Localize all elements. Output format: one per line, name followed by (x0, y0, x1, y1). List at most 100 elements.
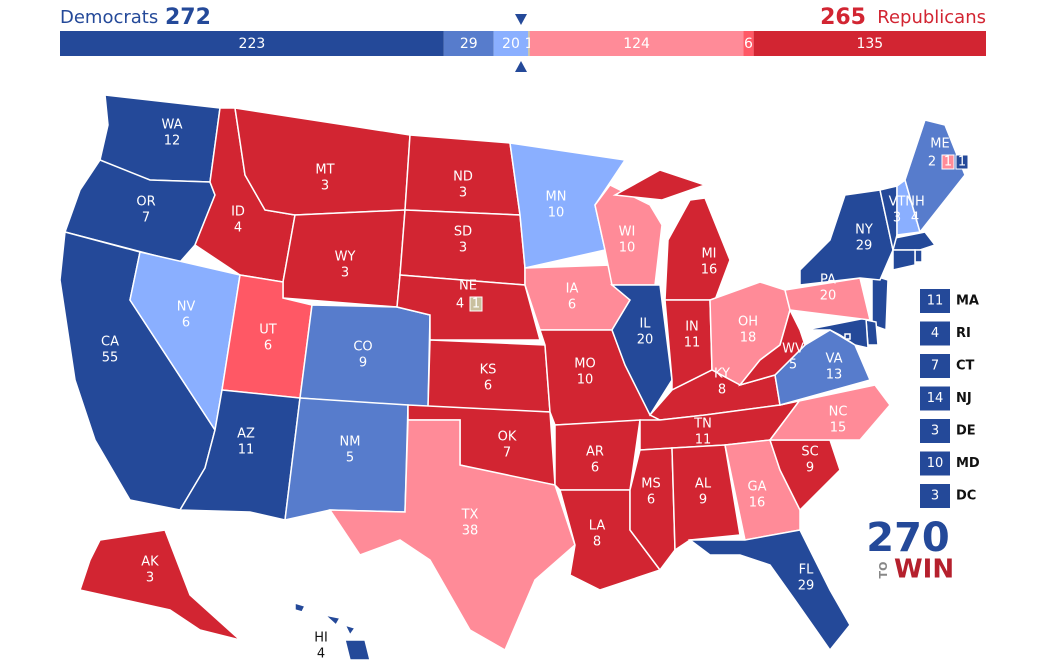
state-abbr: WA (161, 118, 182, 133)
small-state-abbr: MD (956, 456, 980, 471)
state-abbr: MO (574, 357, 595, 372)
state (799, 189, 894, 286)
state-ev: 3 (459, 241, 467, 256)
state-ev: 11 (695, 433, 712, 448)
bar-segment-label: 20 (502, 36, 520, 52)
state-abbr: KY (714, 367, 730, 382)
district-box (469, 296, 483, 312)
state-abbr: VA (826, 352, 843, 367)
state-abbr: PA (820, 273, 836, 288)
state-abbr: IN (685, 320, 699, 335)
state (343, 623, 357, 637)
small-state-ev: 3 (931, 424, 939, 439)
small-state-box (920, 386, 950, 411)
small-state-box (920, 289, 950, 313)
state-abbr: ME (930, 137, 949, 152)
state (664, 197, 731, 301)
state-abbr: AZ (237, 427, 255, 442)
state-ev: 8 (593, 535, 601, 550)
state-ev: 7 (142, 211, 150, 226)
logo-to: TO (877, 562, 890, 579)
state (234, 107, 411, 216)
state-ev: 29 (856, 239, 873, 254)
state-ev: 55 (102, 351, 119, 366)
state-ev: 3 (146, 571, 154, 586)
state-ev: 9 (806, 461, 814, 476)
state-ev: 20 (820, 289, 837, 304)
state-ev: 38 (462, 524, 479, 539)
state-abbr: TX (461, 508, 479, 523)
state (737, 307, 806, 387)
midpoint-marker (515, 61, 527, 72)
state-ev: 16 (701, 263, 718, 278)
state-abbr: IA (566, 282, 579, 297)
state-ev: 16 (749, 496, 766, 511)
district-box (955, 154, 969, 170)
state (328, 419, 576, 652)
state-abbr: WV (782, 342, 804, 357)
state-ev: 29 (798, 579, 815, 594)
state-abbr: GA (748, 480, 767, 495)
small-state-box (920, 419, 950, 443)
bar-segment (60, 31, 444, 56)
state-ev: 6 (568, 298, 576, 313)
state-ev: 3 (893, 211, 901, 226)
state-ev: 7 (503, 446, 511, 461)
district-ev: 1 (472, 297, 480, 312)
small-state-abbr: CT (956, 359, 975, 374)
state-abbr: FL (799, 563, 814, 578)
state (609, 284, 673, 417)
state-ev: 6 (484, 379, 492, 394)
dem-total: 272 (165, 5, 211, 30)
state-ev: 11 (684, 336, 701, 351)
bar-segment (443, 31, 494, 56)
state-abbr: MT (315, 163, 334, 178)
state-abbr: ID (231, 205, 245, 220)
state (79, 529, 241, 641)
state-ev: 15 (830, 421, 847, 436)
bar-segment (493, 31, 529, 56)
state-ev: 12 (164, 134, 181, 149)
state-ev: 8 (718, 383, 726, 398)
state-ev: 13 (826, 368, 843, 383)
state-ev: 6 (264, 339, 272, 354)
small-state-box (920, 321, 950, 346)
state (914, 249, 923, 263)
bar-segment (528, 31, 530, 56)
small-state-abbr: NJ (956, 391, 972, 406)
midpoint-marker (515, 14, 527, 25)
district-ev: 1 (944, 155, 952, 170)
state-ev: 2 (928, 155, 936, 170)
state-abbr: NC (829, 405, 848, 420)
states: WA12OR7CA55NV6ID4MT3WY3UT6AZ11CO9NM5ND3S… (59, 94, 969, 662)
rep-total: 265 (820, 5, 866, 30)
state-abbr: TN (693, 417, 712, 432)
state (844, 333, 851, 340)
bar-segment-label: 223 (239, 36, 266, 52)
small-state-ev: 10 (927, 456, 944, 471)
state-ev: 6 (591, 461, 599, 476)
state-abbr: SC (801, 445, 818, 460)
state (768, 384, 891, 441)
district-box (941, 154, 955, 170)
small-state-ev: 3 (931, 489, 939, 504)
state-ev: 6 (182, 316, 190, 331)
small-state-box (920, 354, 950, 378)
state-abbr: OK (498, 430, 517, 445)
bar-segment (753, 31, 986, 56)
state-ev: 5 (346, 451, 354, 466)
state-ev: 10 (619, 241, 636, 256)
state (904, 119, 966, 234)
state-ev: 10 (577, 373, 594, 388)
state-abbr: MI (701, 247, 716, 262)
state-abbr: WI (619, 225, 636, 240)
small-state-ev: 4 (931, 326, 939, 341)
state-abbr: SD (454, 225, 472, 240)
state-abbr: AR (586, 445, 604, 460)
state-ev: 6 (647, 493, 655, 508)
small-state-box (920, 484, 950, 508)
logo: 270 TO WIN (866, 515, 954, 585)
bar-segment-label: 29 (460, 36, 478, 52)
state-ev: 9 (359, 356, 367, 371)
